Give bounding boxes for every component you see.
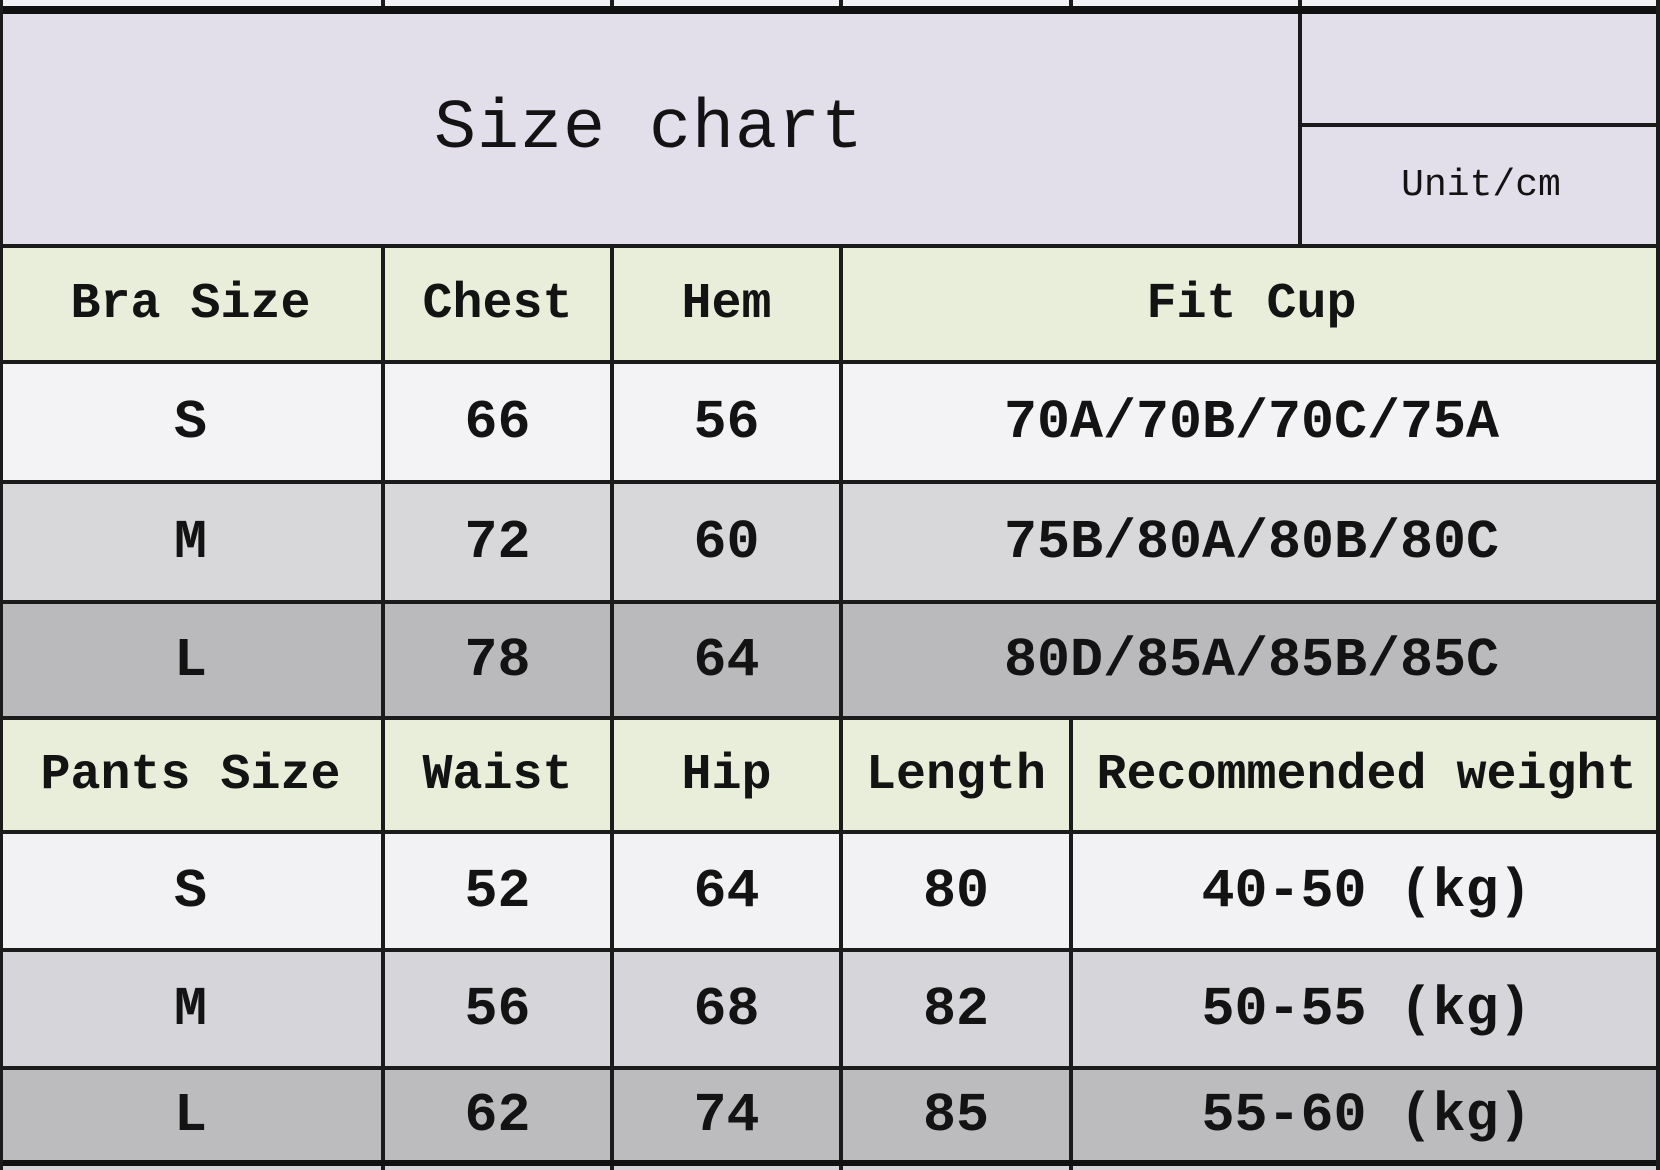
chest-cell: 66 bbox=[385, 364, 614, 480]
grid-divider bbox=[839, 0, 843, 6]
grid-divider bbox=[1069, 0, 1073, 6]
size-cell: L bbox=[0, 604, 385, 716]
unit-label: Unit/cm bbox=[1401, 164, 1561, 207]
empty-cell bbox=[1302, 14, 1660, 123]
pants-row-l: L 62 74 85 55-60 (kg) bbox=[0, 1066, 1660, 1160]
left-frame-border bbox=[0, 0, 3, 1170]
right-frame-border bbox=[1656, 0, 1660, 1170]
grid-divider bbox=[381, 1166, 385, 1170]
grid-divider bbox=[1302, 123, 1660, 127]
fit-cup-header-cell: Fit Cup bbox=[1146, 275, 1357, 333]
pants-size-header-cell: Pants Size bbox=[0, 720, 385, 830]
title-band: Size chart Unit/cm bbox=[0, 14, 1660, 244]
bra-row-m: M 72 60 75B/80A/80B/80C bbox=[0, 480, 1660, 600]
hip-header-cell: Hip bbox=[614, 720, 843, 830]
chest-cell: 78 bbox=[385, 604, 614, 716]
length-header-cell: Length bbox=[843, 720, 1073, 830]
chest-cell: 72 bbox=[385, 484, 614, 600]
fit-cup-cell: 75B/80A/80B/80C bbox=[1003, 510, 1500, 574]
grid-divider bbox=[610, 0, 614, 6]
bra-row-l: L 78 64 80D/85A/85B/85C bbox=[0, 600, 1660, 716]
fit-cup-cell: 80D/85A/85B/85C bbox=[1003, 628, 1500, 692]
waist-cell: 62 bbox=[385, 1070, 614, 1160]
waist-header-cell: Waist bbox=[385, 720, 614, 830]
size-cell: L bbox=[0, 1070, 385, 1160]
size-cell: M bbox=[0, 484, 385, 600]
top-cutoff-row bbox=[0, 0, 1660, 6]
waist-cell: 56 bbox=[385, 952, 614, 1066]
waist-cell: 52 bbox=[385, 834, 614, 948]
bottom-frame-border bbox=[0, 1160, 1660, 1166]
grid-divider bbox=[381, 0, 385, 6]
length-cell: 82 bbox=[843, 952, 1073, 1066]
hip-cell: 68 bbox=[614, 952, 843, 1066]
weight-cell: 40-50 (kg) bbox=[1201, 859, 1532, 923]
hem-cell: 64 bbox=[614, 604, 843, 716]
pants-row-s: S 52 64 80 40-50 (kg) bbox=[0, 830, 1660, 948]
grid-divider bbox=[1298, 0, 1302, 6]
weight-cell: 55-60 (kg) bbox=[1201, 1083, 1532, 1147]
grid-divider bbox=[839, 1166, 843, 1170]
weight-cell: 50-55 (kg) bbox=[1201, 977, 1532, 1041]
top-frame-border bbox=[0, 6, 1660, 14]
pants-header-row: Pants Size Waist Hip Length Recommended … bbox=[0, 716, 1660, 830]
grid-divider bbox=[1069, 1166, 1073, 1170]
size-cell: S bbox=[0, 364, 385, 480]
hem-cell: 60 bbox=[614, 484, 843, 600]
bra-row-s: S 66 56 70A/70B/70C/75A bbox=[0, 360, 1660, 480]
hem-cell: 56 bbox=[614, 364, 843, 480]
table-body: Bra Size Chest Hem Fit Cup S 66 56 70A/7… bbox=[0, 244, 1660, 1160]
hem-header-cell: Hem bbox=[614, 248, 843, 360]
bra-size-header-cell: Bra Size bbox=[0, 248, 385, 360]
weight-header-cell: Recommended weight bbox=[1096, 746, 1637, 804]
size-cell: S bbox=[0, 834, 385, 948]
bottom-cutoff-row bbox=[0, 1166, 1660, 1170]
length-cell: 80 bbox=[843, 834, 1073, 948]
hip-cell: 74 bbox=[614, 1070, 843, 1160]
pants-row-m: M 56 68 82 50-55 (kg) bbox=[0, 948, 1660, 1066]
length-cell: 85 bbox=[843, 1070, 1073, 1160]
grid-divider bbox=[610, 1166, 614, 1170]
page-title: Size chart bbox=[0, 14, 1302, 244]
bra-header-row: Bra Size Chest Hem Fit Cup bbox=[0, 244, 1660, 360]
fit-cup-cell: 70A/70B/70C/75A bbox=[1003, 390, 1500, 454]
unit-column: Unit/cm bbox=[1302, 14, 1660, 244]
size-cell: M bbox=[0, 952, 385, 1066]
chest-header-cell: Chest bbox=[385, 248, 614, 360]
hip-cell: 64 bbox=[614, 834, 843, 948]
